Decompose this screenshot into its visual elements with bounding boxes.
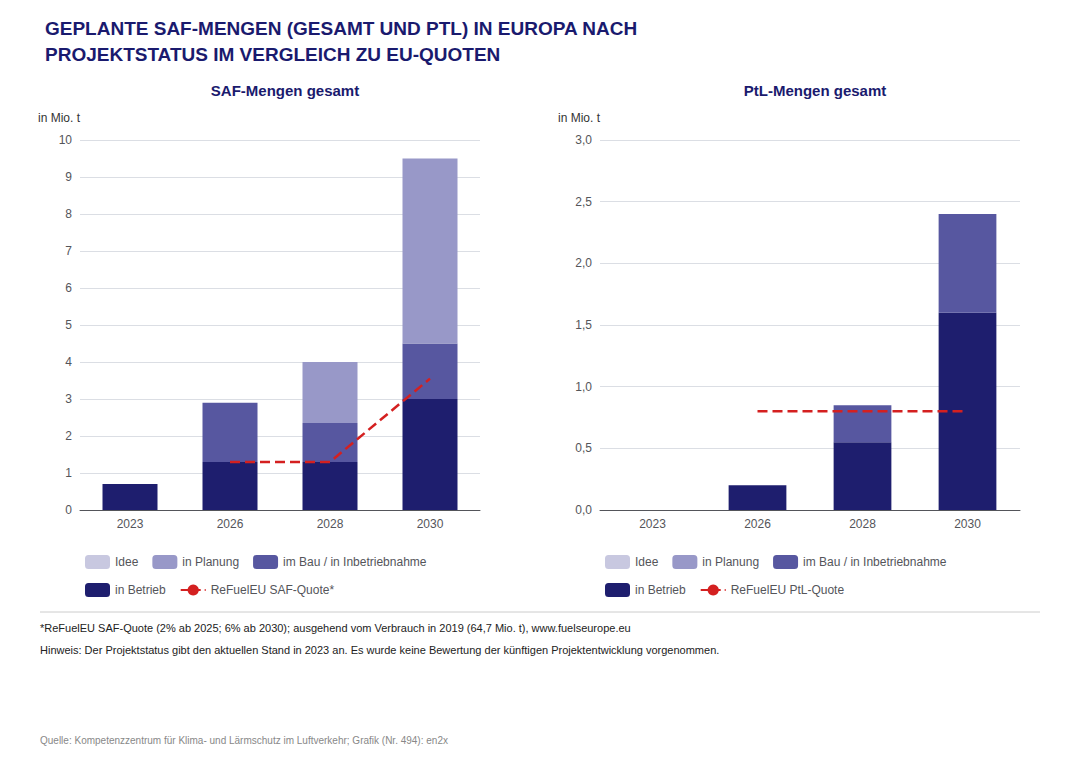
- svg-text:5: 5: [65, 318, 72, 332]
- svg-text:in Mio. t: in Mio. t: [558, 111, 601, 125]
- svg-text:im Bau / in Inbetriebnahme: im Bau / in Inbetriebnahme: [283, 555, 427, 569]
- svg-text:SAF-Mengen gesamt: SAF-Mengen gesamt: [211, 82, 359, 99]
- svg-text:3,0: 3,0: [575, 133, 592, 147]
- svg-text:3: 3: [65, 392, 72, 406]
- svg-text:GEPLANTE SAF-MENGEN (GESAMT UN: GEPLANTE SAF-MENGEN (GESAMT UND PTL) IN …: [45, 18, 637, 39]
- svg-text:Idee: Idee: [115, 555, 139, 569]
- svg-text:in Mio. t: in Mio. t: [38, 111, 81, 125]
- svg-text:0,0: 0,0: [575, 503, 592, 517]
- svg-text:2026: 2026: [744, 517, 771, 531]
- svg-text:PROJEKTSTATUS IM VERGLEICH ZU: PROJEKTSTATUS IM VERGLEICH ZU EU-QUOTEN: [45, 44, 500, 65]
- svg-text:9: 9: [65, 170, 72, 184]
- svg-text:Quelle: Kompetenzzentrum für K: Quelle: Kompetenzzentrum für Klima- und …: [40, 735, 448, 746]
- svg-text:in Betrieb: in Betrieb: [115, 583, 166, 597]
- svg-text:Idee: Idee: [635, 555, 659, 569]
- svg-text:ReFuelEU PtL-Quote: ReFuelEU PtL-Quote: [731, 583, 845, 597]
- svg-text:2028: 2028: [849, 517, 876, 531]
- svg-text:2023: 2023: [639, 517, 666, 531]
- svg-text:ReFuelEU SAF-Quote*: ReFuelEU SAF-Quote*: [211, 583, 335, 597]
- svg-text:2030: 2030: [417, 517, 444, 531]
- svg-text:2,0: 2,0: [575, 256, 592, 270]
- svg-text:1,5: 1,5: [575, 318, 592, 332]
- svg-text:PtL-Mengen gesamt: PtL-Mengen gesamt: [744, 82, 887, 99]
- svg-text:1: 1: [65, 466, 72, 480]
- svg-text:2028: 2028: [317, 517, 344, 531]
- svg-text:in Planung: in Planung: [182, 555, 239, 569]
- svg-text:in Betrieb: in Betrieb: [635, 583, 686, 597]
- svg-text:0: 0: [65, 503, 72, 517]
- svg-text:10: 10: [59, 133, 73, 147]
- svg-text:0,5: 0,5: [575, 441, 592, 455]
- svg-text:2023: 2023: [117, 517, 144, 531]
- svg-text:2030: 2030: [954, 517, 981, 531]
- svg-text:7: 7: [65, 244, 72, 258]
- svg-text:4: 4: [65, 355, 72, 369]
- svg-text:im Bau / in Inbetriebnahme: im Bau / in Inbetriebnahme: [803, 555, 947, 569]
- svg-text:2: 2: [65, 429, 72, 443]
- svg-text:*ReFuelEU SAF-Quote (2% ab 202: *ReFuelEU SAF-Quote (2% ab 2025; 6% ab 2…: [40, 622, 631, 634]
- svg-text:1,0: 1,0: [575, 380, 592, 394]
- svg-text:2026: 2026: [217, 517, 244, 531]
- svg-text:8: 8: [65, 207, 72, 221]
- svg-text:Hinweis: Der Projektstatus gib: Hinweis: Der Projektstatus gibt den aktu…: [40, 644, 719, 656]
- svg-text:6: 6: [65, 281, 72, 295]
- svg-text:2,5: 2,5: [575, 195, 592, 209]
- svg-text:in Planung: in Planung: [702, 555, 759, 569]
